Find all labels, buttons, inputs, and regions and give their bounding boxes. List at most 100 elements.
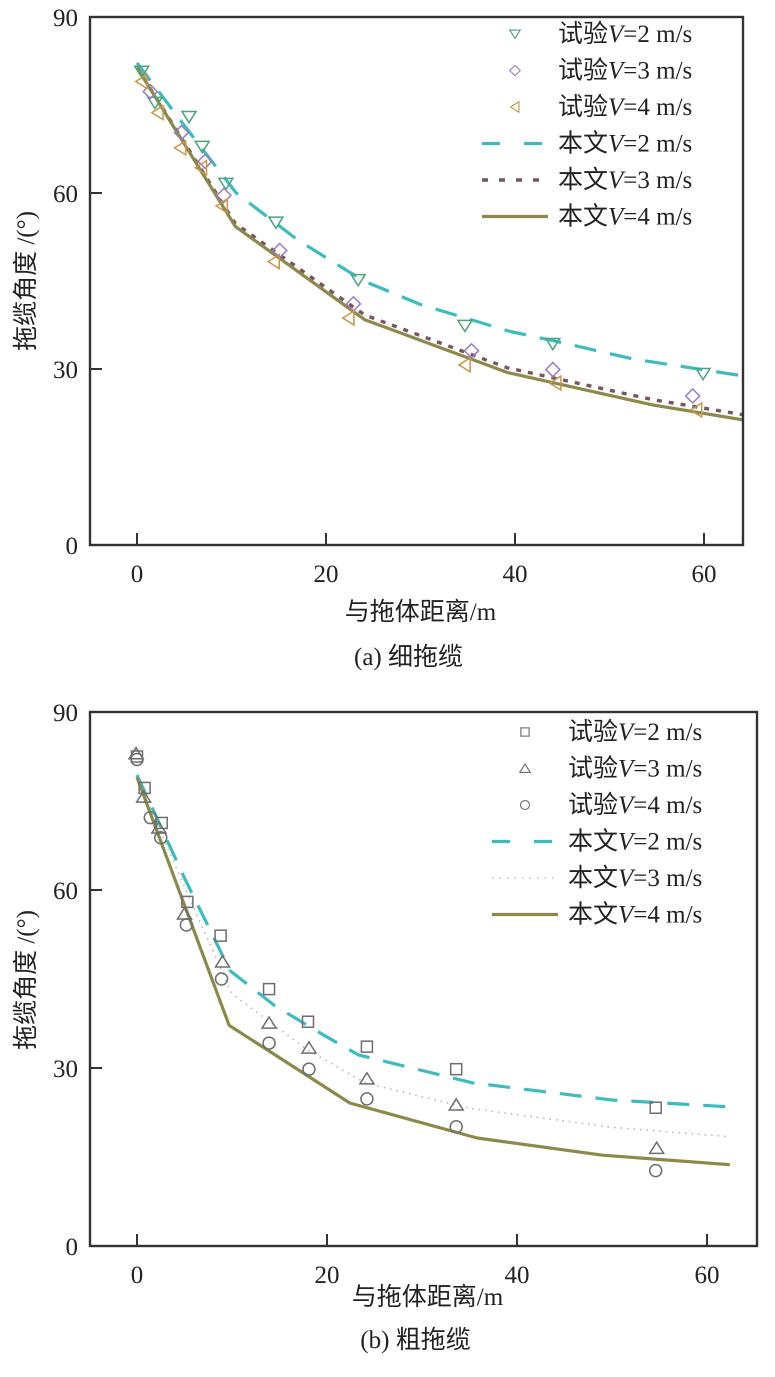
y-tick-label: 90 [53,700,78,727]
data-point [150,820,168,834]
plot-frame [88,710,759,1248]
legend-item: 试验V=4 m/s [519,791,702,819]
series-line-5 [135,776,730,1167]
data-point [302,1062,316,1076]
series-line-3 [135,774,736,1109]
data-point [648,1163,663,1178]
plot-area [127,746,736,1178]
legend-item: 本文V=4 m/s [482,203,692,231]
data-point [181,895,194,909]
data-point [142,83,159,100]
x-tick-label: 40 [505,1262,530,1289]
y-tick-label: 30 [53,1056,78,1083]
legend-label: 试验V=3 m/s [568,755,702,783]
series-line-3 [135,61,743,378]
series-markers-0 [133,65,712,382]
legend-item: 本文V=4 m/s [492,901,702,929]
data-point [214,972,229,986]
y-tick-label: 90 [53,5,78,32]
data-point [358,1071,376,1085]
y-axis-title: 拖缆角度 /(°) [12,910,40,1050]
legend: 试验V=2 m/s 试验V=3 m/s 试验V=4 m/s 本文V=2 m/s 本文V=… [482,20,692,231]
data-point [341,309,355,327]
x-tick-label: 60 [692,561,717,588]
x-tick-label: 20 [314,561,339,588]
data-point [150,104,164,121]
data-point [544,337,562,352]
data-point [134,73,148,90]
data-point [173,124,190,141]
y-tick-label: 30 [53,357,78,384]
data-point [214,954,231,968]
data-point [260,1015,278,1029]
data-point [449,1119,463,1134]
legend-label: 本文V=2 m/s [558,130,692,158]
legend-marker [520,727,530,737]
chart-b: 0 20 40 60 0 30 60 90 与拖体距离/m 拖缆角度 /(°) (b) 粗拖缆 试验V… [12,700,759,1354]
data-point [173,139,187,157]
x-tick-label: 60 [695,1262,720,1289]
series-markers-1 [142,83,701,405]
legend-item: 本文V=2 m/s [492,828,702,856]
figure-caption: (a) 细拖缆 [354,643,463,671]
data-point [360,1092,374,1106]
data-point [135,789,153,803]
plot-frame [88,15,745,547]
series-markers-2 [130,752,663,1178]
legend-label: 试验V=4 m/s [568,791,702,819]
data-point [648,1140,666,1155]
data-point [684,387,701,405]
data-point [457,356,471,374]
data-point [649,1101,662,1115]
legend-label: 本文V=4 m/s [558,203,692,231]
data-point [301,1015,315,1028]
data-point [133,65,151,79]
x-tick-label: 20 [315,1262,340,1289]
legend-marker [509,100,520,114]
data-point [548,374,562,392]
legend-label: 试验V=4 m/s [558,93,692,121]
data-point [179,918,194,932]
legend-label: 本文V=2 m/s [568,828,702,856]
x-tick-label: 0 [131,1262,144,1289]
legend: 试验V=2 m/s 试验V=3 m/s 试验V=4 m/s 本文V=2 m/s 本文V=… [492,718,702,929]
data-point [155,816,168,830]
data-point [544,361,561,378]
data-point [689,401,703,419]
legend-item: 试验V=2 m/s [508,20,692,48]
x-axis-title: 与拖体距离/m [352,1283,504,1311]
data-point [214,197,229,215]
data-point [127,746,145,760]
legend-label: 本文V=4 m/s [568,901,702,929]
legend-marker [519,799,531,811]
legend-item: 试验V=2 m/s [520,718,702,746]
data-point [463,342,480,359]
series-markers-2 [134,73,703,419]
figure-caption: (b) 粗拖缆 [360,1326,470,1354]
legend-label: 本文V=3 m/s [558,166,692,194]
y-tick-label: 60 [53,181,78,208]
legend-item: 本文V=3 m/s [492,864,702,892]
legend-label: 试验V=2 m/s [568,718,702,746]
series-line-4 [136,776,730,1138]
data-point [266,253,281,270]
data-point [349,273,367,288]
legend-marker [508,64,522,77]
y-tick-label: 0 [66,1234,79,1261]
series-line-5 [135,66,743,422]
data-point [267,216,285,230]
legend-label: 试验V=3 m/s [558,57,692,85]
y-tick-label: 0 [66,533,79,560]
data-point [456,319,474,333]
chart-a: 0 20 40 60 0 30 60 90 与拖体距离/m 拖缆角度 /(°) (a) 细拖缆 试验V… [12,5,745,671]
y-axis-title: 拖缆角度 /(°) [12,211,40,351]
data-point [215,187,233,204]
data-point [447,1097,465,1111]
legend-item: 试验V=3 m/s [508,57,692,85]
legend-marker [518,762,532,773]
x-tick-label: 0 [131,561,144,588]
legend-marker [508,29,522,40]
data-point [196,153,214,170]
data-point [214,929,227,942]
